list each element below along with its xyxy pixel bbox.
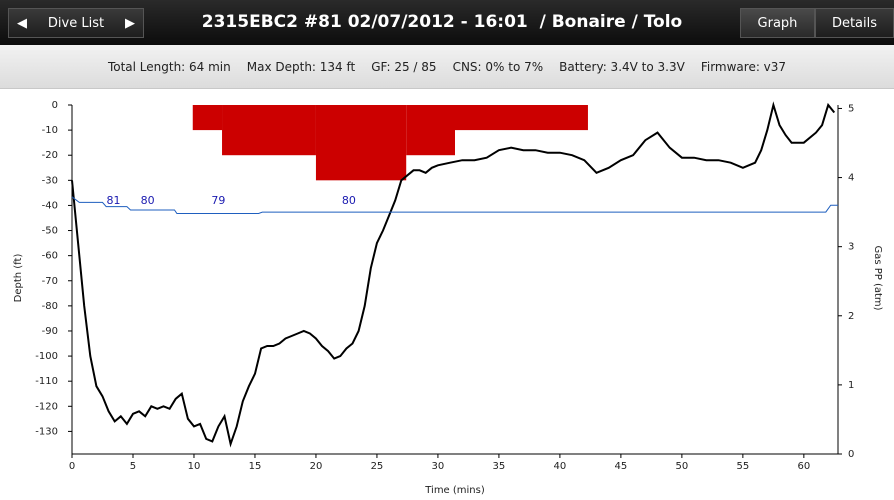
deco-ceiling [192,105,223,131]
back-button[interactable]: ◀ Dive List ▶ [8,8,144,38]
chart: Time (mins) Depth (ft) Gas PP (atm) 0 -10… [13,100,883,496]
y2-tick-label: 1 [848,380,854,391]
x-tick-label: 55 [736,461,749,472]
y-tick-label: -130 [35,426,58,437]
x-tick-label: 35 [493,461,506,472]
x-tick-label: 15 [249,461,262,472]
x-tick-label: 0 [69,461,75,472]
summary-bar: Total Length: 64 min Max Depth: 134 ft G… [0,45,894,89]
y-axis-label: Depth (ft) [13,254,24,303]
x-tick-label: 10 [188,461,201,472]
tab[interactable]: Details [815,8,894,38]
y-tick-label: -30 [42,175,58,186]
y-tick-label: -120 [35,401,58,412]
y-tick-label: -10 [42,125,58,136]
summary-item: GF: 25 / 85 [371,59,437,74]
x-tick-label: 60 [797,461,810,472]
x-tick-label: 25 [371,461,384,472]
deco-ceiling [406,105,455,156]
y-tick-label: -40 [42,200,58,211]
y-tick-label: -70 [42,276,58,287]
temperature-label: 79 [211,194,225,207]
y2-tick-label: 5 [848,103,854,114]
x-tick-label: 40 [554,461,567,472]
deco-ceiling [455,105,588,131]
x-tick-label: 20 [310,461,323,472]
y-tick-label: -80 [42,301,58,312]
y-tick-label: 0 [52,100,58,111]
deco-ceiling [222,105,316,156]
y-tick-label: -50 [42,226,58,237]
dive-title: 2315EBC2 #81 02/07/2012 - 16:01 / Bonair… [201,12,683,32]
summary-item: Firmware: v37 [700,59,787,74]
gas-pp-line [71,196,838,214]
x-tick-label: 5 [130,461,136,472]
summary-item: Max Depth: 134 ft [246,59,356,74]
temperature-label: 80 [141,194,155,207]
temperature-label: 81 [106,194,120,207]
x-tick-label: 50 [676,461,689,472]
summary-item: CNS: 0% to 7% [452,59,544,74]
y2-tick-label: 3 [848,242,854,253]
y-tick-label: -60 [42,251,58,262]
back-label: Dive List [47,16,105,31]
tab[interactable]: Graph [740,8,815,38]
y2-axis-label: Gas PP (atm) [872,245,883,310]
x-tick-label: 30 [432,461,445,472]
x-axis-label: Time (mins) [424,485,485,496]
summary-item: Total Length: 64 min [107,59,231,74]
depth-line [71,101,836,448]
y-tick-label: -100 [35,351,58,362]
x-tick-label: 45 [615,461,628,472]
y-tick-label: -20 [42,150,58,161]
y-tick-label: -90 [42,326,58,337]
temperature-label: 80 [342,194,356,207]
toolbar: ◀ Dive List ▶ 2315EBC2 #81 02/07/2012 - 16… [0,0,894,45]
deco-ceiling [315,105,407,181]
y-tick-label: -110 [35,376,58,387]
y2-tick-label: 2 [848,311,854,322]
summary-item: Battery: 3.4V to 3.3V [559,59,685,74]
y2-tick-label: 4 [848,173,854,184]
y2-tick-label: 0 [848,449,854,460]
